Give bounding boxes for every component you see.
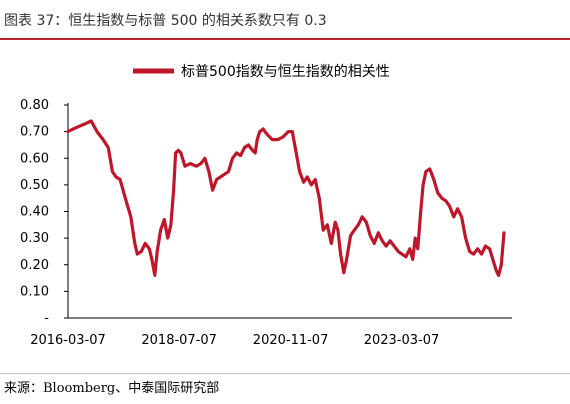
x-tick-label: 2020-11-07 — [253, 333, 329, 348]
x-tick-label: 2018-07-07 — [141, 333, 217, 348]
figure-title: 图表 37：恒生指数与标普 500 的相关系数只有 0.3 — [4, 13, 327, 29]
series-line-0 — [66, 119, 506, 277]
x-tick-label: 2016-03-07 — [30, 333, 106, 348]
y-tick-label: 0.80 — [20, 98, 49, 113]
correlation-line-chart: 标普500指数与恒生指数的相关性 0.80 0.70 0.60 0.50 0.40 0.3… — [20, 64, 512, 348]
title-rule — [0, 38, 570, 40]
y-tick-label: 0.30 — [20, 231, 49, 246]
y-tick-label: 0.40 — [20, 205, 49, 220]
footer-rule — [0, 373, 570, 374]
legend-label: 标普500指数与恒生指数的相关性 — [181, 64, 390, 80]
source-note: 来源：Bloomberg、中泰国际研究部 — [4, 381, 220, 396]
y-tick-label: 0.60 — [20, 151, 49, 166]
y-axis: 0.80 0.70 0.60 0.50 0.40 0.30 0.20 0.10 - — [20, 98, 69, 326]
y-tick-label: 0.70 — [20, 125, 49, 140]
x-tick-label: 2023-03-07 — [364, 333, 440, 348]
x-axis: 2016-03-07 2018-07-07 2020-11-07 2023-03-07 — [30, 317, 512, 348]
y-tick-label: - — [44, 311, 49, 326]
legend: 标普500指数与恒生指数的相关性 — [133, 64, 390, 80]
y-tick-label: 0.50 — [20, 178, 49, 193]
y-tick-label: 0.10 — [20, 284, 49, 299]
y-tick-label: 0.20 — [20, 258, 49, 273]
plot-area — [66, 119, 506, 277]
